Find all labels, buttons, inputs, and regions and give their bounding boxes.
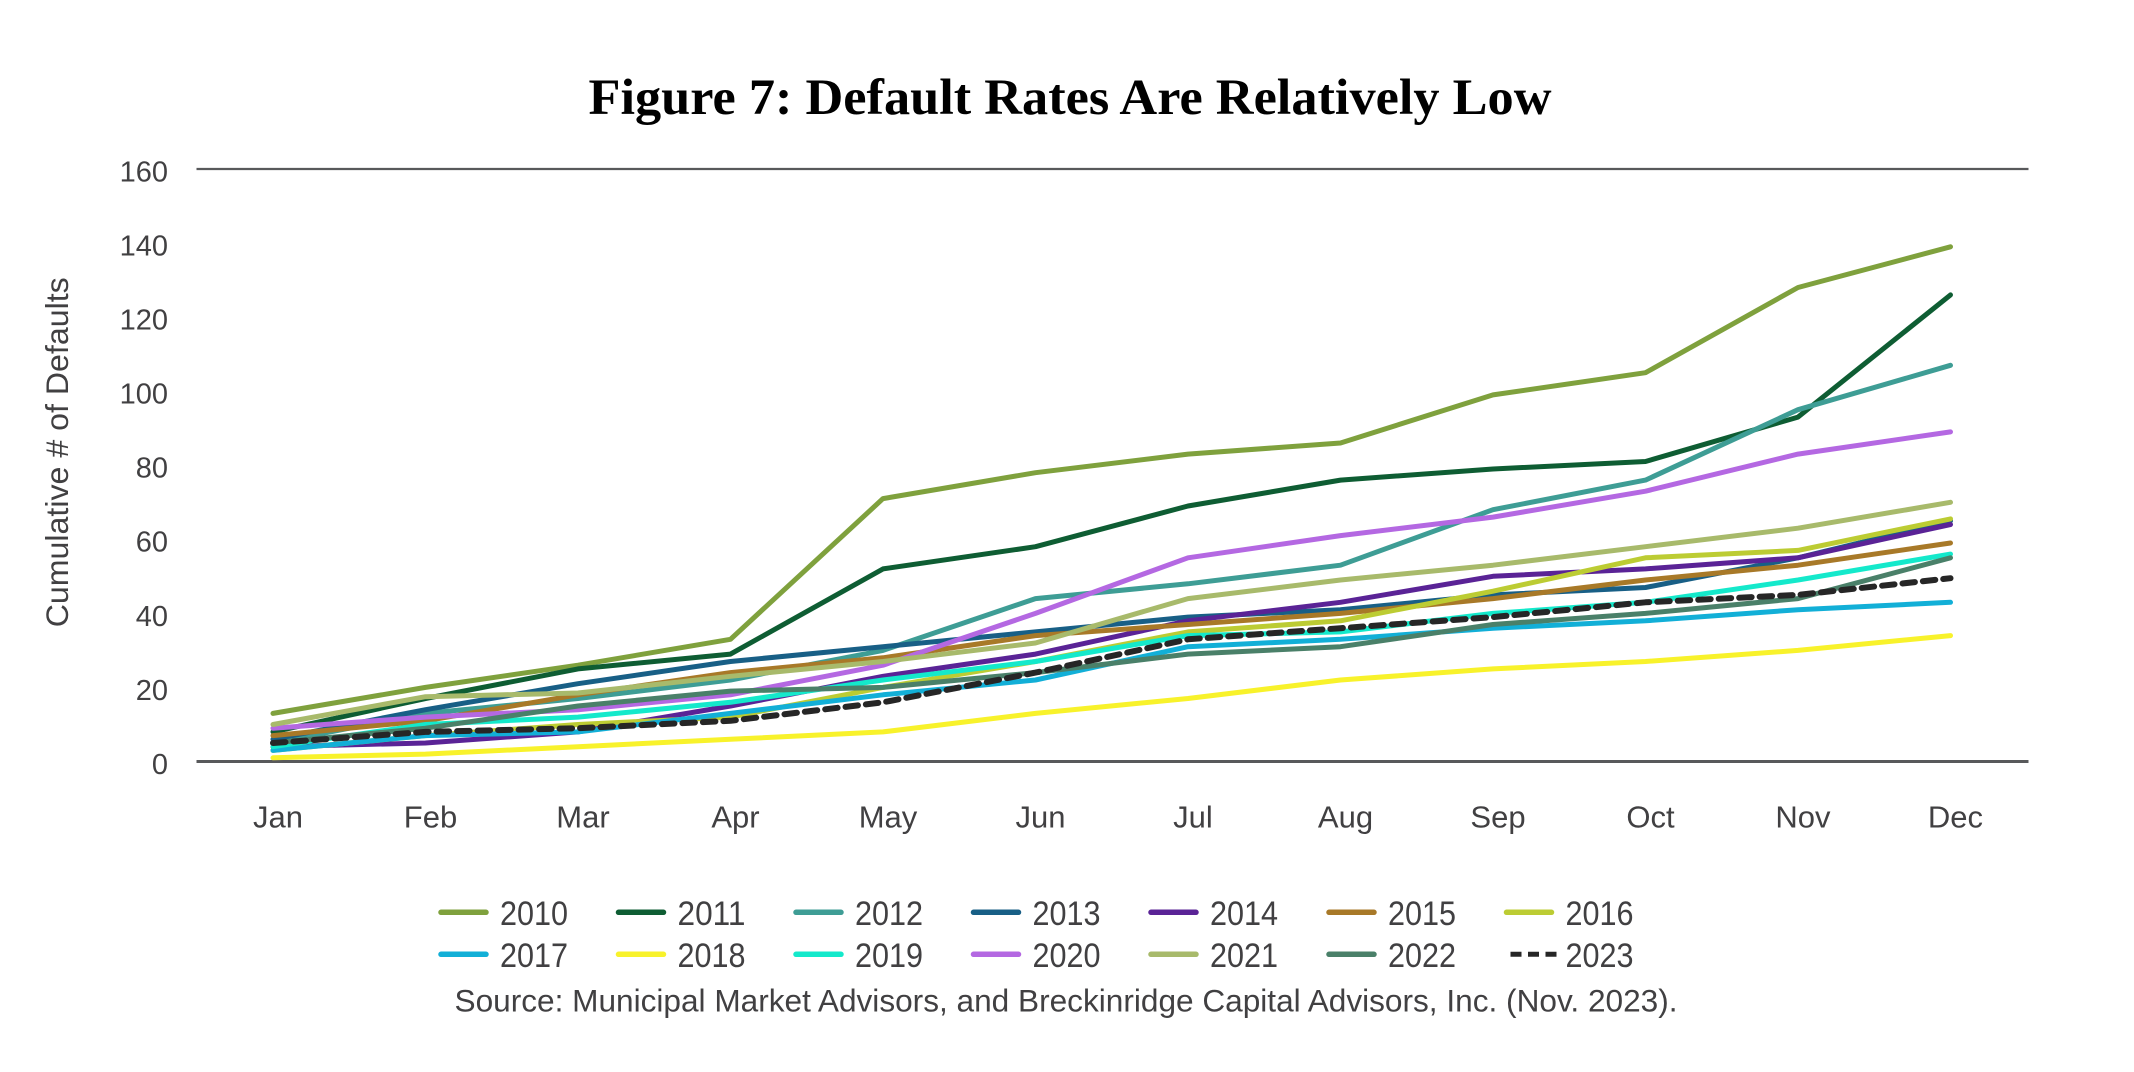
svg-text:0: 0 [152,749,168,781]
svg-text:2014: 2014 [1210,895,1278,933]
svg-text:Mar: Mar [556,800,609,835]
svg-text:Apr: Apr [711,800,759,835]
svg-text:140: 140 [120,231,168,263]
svg-text:Sep: Sep [1470,800,1525,835]
svg-text:2013: 2013 [1033,895,1101,933]
svg-text:2023: 2023 [1566,937,1634,975]
svg-text:2022: 2022 [1388,937,1456,975]
svg-text:2011: 2011 [678,895,746,933]
svg-text:100: 100 [120,379,168,411]
svg-text:Jul: Jul [1173,800,1213,835]
svg-text:Nov: Nov [1775,800,1831,835]
svg-text:2019: 2019 [855,937,923,975]
svg-text:May: May [859,800,918,835]
svg-text:Source: Municipal Market Advis: Source: Municipal Market Advisors, and B… [455,983,1678,1019]
svg-text:Feb: Feb [404,800,457,835]
svg-text:2021: 2021 [1210,937,1278,975]
svg-text:2016: 2016 [1566,895,1634,933]
svg-text:Jun: Jun [1016,800,1066,835]
svg-text:40: 40 [136,601,168,633]
svg-text:2010: 2010 [500,895,568,933]
svg-text:Jan: Jan [253,800,303,835]
svg-text:2018: 2018 [678,937,746,975]
svg-text:Oct: Oct [1626,800,1675,835]
svg-text:Aug: Aug [1318,800,1373,835]
svg-text:2017: 2017 [500,937,568,975]
svg-text:2015: 2015 [1388,895,1456,933]
svg-text:Figure 7: Default Rates Are Re: Figure 7: Default Rates Are Relatively L… [589,70,1552,126]
svg-text:Cumulative # of Defaults: Cumulative # of Defaults [39,277,75,627]
svg-text:2020: 2020 [1033,937,1101,975]
svg-text:Dec: Dec [1928,800,1983,835]
svg-text:2012: 2012 [855,895,923,933]
svg-text:80: 80 [136,453,168,485]
svg-text:120: 120 [120,305,168,337]
svg-text:160: 160 [120,156,168,188]
svg-text:20: 20 [136,675,168,707]
svg-text:60: 60 [136,527,168,559]
